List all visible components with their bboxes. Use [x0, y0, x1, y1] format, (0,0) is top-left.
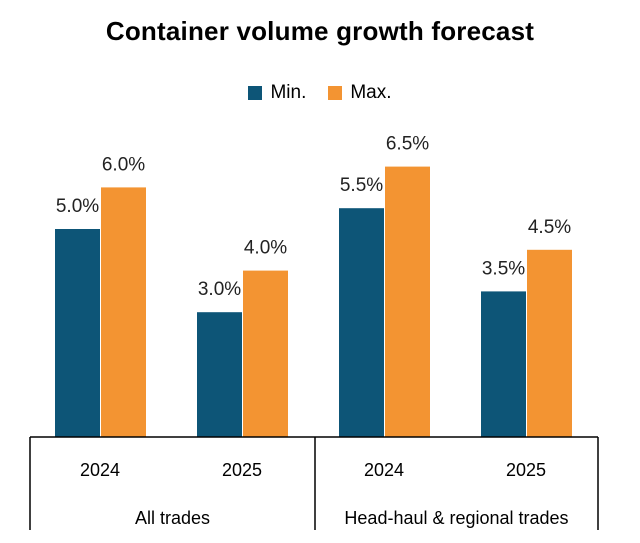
data-label-max-1: 4.0%: [244, 238, 287, 259]
bar-max-0: [101, 187, 146, 437]
data-label-min-2: 5.5%: [340, 175, 383, 196]
legend-label-max: Max.: [350, 82, 392, 103]
chart-title: Container volume growth forecast: [105, 16, 535, 46]
legend-swatch-min: [248, 86, 263, 100]
bar-max-3: [527, 249, 572, 437]
bar-max-1: [243, 270, 288, 437]
data-label-min-0: 5.0%: [56, 196, 99, 217]
legend: Min. Max.: [0, 82, 640, 104]
bar-min-0: [55, 229, 100, 437]
data-label-min-3: 3.5%: [482, 258, 525, 279]
data-label-max-3: 4.5%: [528, 217, 571, 238]
group-label-0: All trades: [135, 508, 210, 528]
x-tick-label-3: 2025: [506, 460, 546, 480]
group-label-1: Head-haul & regional trades: [344, 508, 568, 528]
x-tick-label-1: 2025: [222, 460, 262, 480]
data-label-max-2: 6.5%: [386, 134, 429, 155]
legend-label-min: Min.: [270, 82, 307, 103]
bar-min-2: [339, 208, 384, 437]
legend-item-min: Min.: [248, 82, 306, 104]
bar-min-1: [197, 312, 242, 437]
x-tick-label-0: 2024: [80, 460, 120, 480]
data-label-min-1: 3.0%: [198, 279, 241, 300]
x-tick-label-2: 2024: [364, 460, 404, 480]
data-label-max-0: 6.0%: [102, 154, 145, 175]
legend-item-max: Max.: [328, 82, 392, 104]
bar-min-3: [481, 291, 526, 437]
legend-swatch-max: [328, 86, 343, 100]
bar-max-2: [385, 166, 430, 437]
